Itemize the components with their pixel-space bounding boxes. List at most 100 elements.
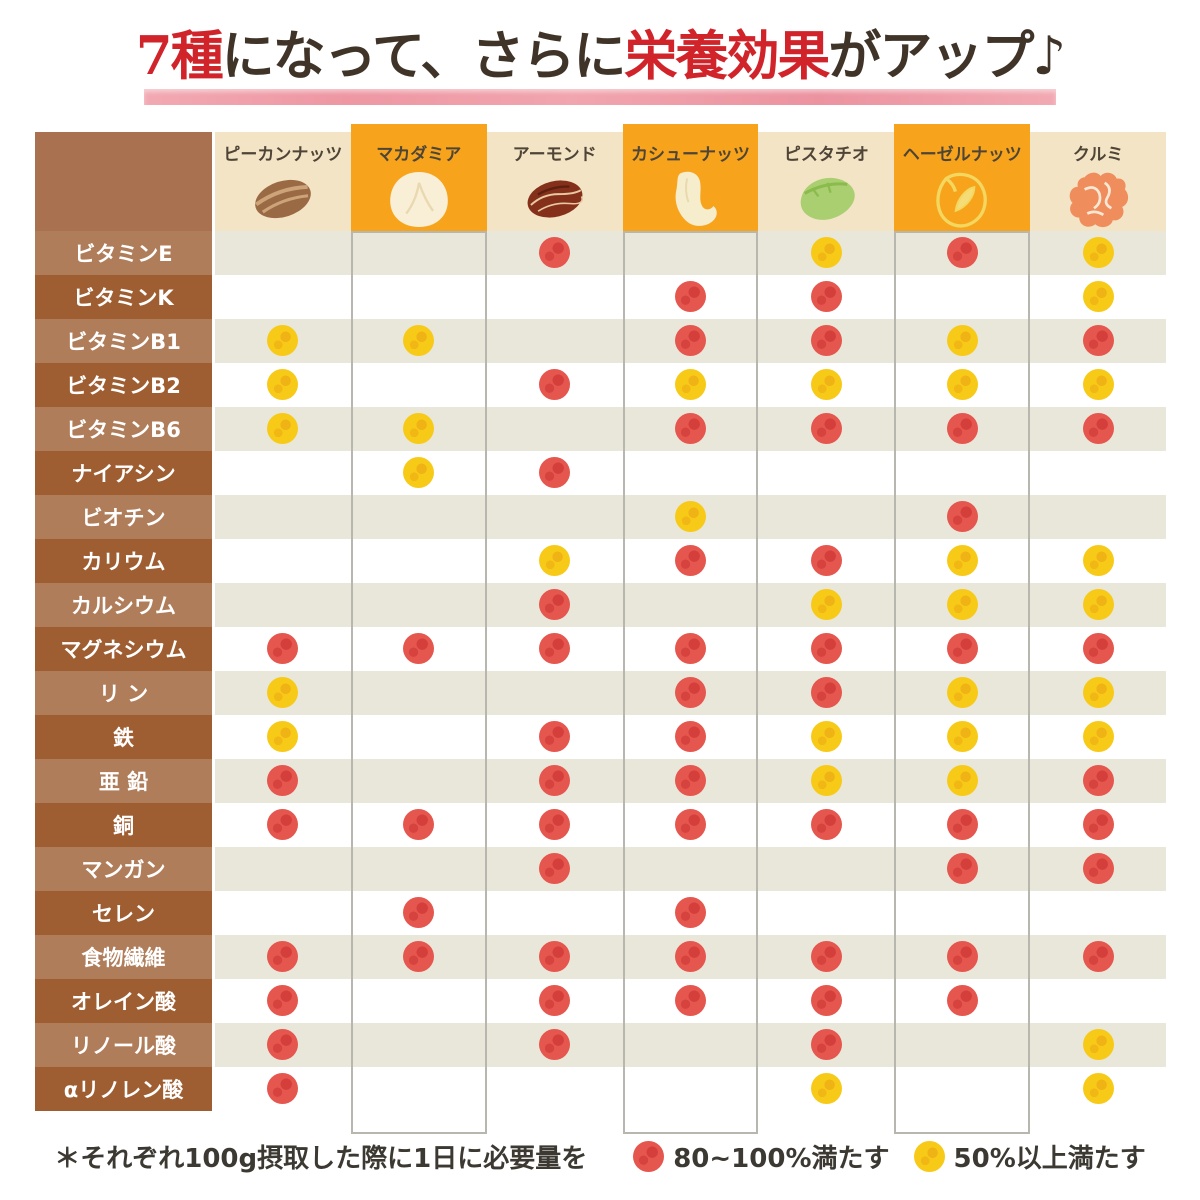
red-dot [267,1073,299,1105]
red-dot [946,941,978,973]
row-cells [215,494,1166,539]
dot-cell-red [894,803,1030,847]
dot-cell-yellow [894,759,1030,803]
row-cells [215,1022,1166,1067]
dot-cell-yellow [1030,275,1166,319]
dot-cell-yellow [758,363,894,407]
red-dot [539,809,571,841]
empty-cell [215,495,351,539]
yellow-dot [403,457,435,489]
dot-cell-red [487,935,623,979]
empty-cell [758,495,894,539]
table-row: ビタミンB2 [35,362,1166,407]
yellow-dot [946,325,978,357]
macadamia-icon [389,171,448,227]
row-cells [215,450,1166,495]
red-dot [539,369,571,401]
empty-cell [215,275,351,319]
yellow-dot [810,589,842,621]
table-row: ビタミンB1 [35,318,1166,363]
nutrient-label: ナイアシン [35,450,212,495]
dot-cell-red [623,979,759,1023]
empty-cell [351,539,487,583]
page-title: 7種になって、さらに栄養効果がアップ♪ [0,26,1200,87]
dot-cell-red [351,627,487,671]
table-row: 銅 [35,802,1166,847]
cashew-icon [675,171,717,226]
dot-cell-red [215,803,351,847]
column-header-walnut: クルミ [1030,131,1167,231]
dot-cell-red [894,627,1030,671]
dot-cell-red [758,979,894,1023]
row-cells [215,318,1166,363]
yellow-dot [946,677,978,709]
nutrient-label: αリノレン酸 [35,1066,212,1111]
nutrient-label: リノール酸 [35,1022,212,1067]
row-cells [215,274,1166,319]
yellow-dot [810,721,842,753]
red-dot [1082,809,1114,841]
empty-cell [215,847,351,891]
legend-item-yellow: 50%以上満たす [913,1138,1146,1175]
legend: ＊それぞれ100g摂取した際に1日に必要量を 80~100%満たす 50%以上満… [0,1138,1200,1175]
dot-cell-red [215,979,351,1023]
column-header-almond: アーモンド [486,131,623,231]
row-cells [215,670,1166,715]
yellow-dot [1082,1073,1114,1105]
legend-label: 80~100%満たす [673,1143,890,1174]
empty-cell [487,891,623,935]
dot-cell-red [623,671,759,715]
yellow-dot [946,589,978,621]
red-dot [810,985,842,1017]
dot-cell-yellow [351,451,487,495]
red-dot [267,809,299,841]
red-dot [675,941,706,973]
yellow-dot [810,1073,842,1105]
dot-cell-red [623,407,759,451]
dot-cell-red [215,935,351,979]
dot-cell-yellow [894,319,1030,363]
dot-cell-yellow [623,495,759,539]
dot-cell-yellow [215,671,351,715]
empty-cell [1030,495,1166,539]
yellow-dot-icon [913,1140,945,1172]
red-dot [403,633,435,665]
dot-cell-yellow [487,539,623,583]
title-segment: 栄養効果 [624,25,830,87]
column-header-cashew: カシューナッツ [622,123,759,231]
empty-cell [758,451,894,495]
empty-cell [623,1067,759,1111]
nutrient-label: 銅 [35,802,212,847]
yellow-dot [810,765,842,797]
red-dot [267,941,299,973]
dot-cell-red [758,671,894,715]
red-dot [946,985,978,1017]
dot-cell-red [215,759,351,803]
dot-cell-yellow [1030,363,1166,407]
empty-cell [351,979,487,1023]
dot-cell-yellow [758,715,894,759]
yellow-dot [810,369,842,401]
column-header-hazelnut: ヘーゼルナッツ [894,123,1031,231]
red-dot [267,985,299,1017]
row-cells [215,934,1166,979]
dot-cell-red [487,1023,623,1067]
empty-cell [351,1023,487,1067]
yellow-dot [267,413,299,445]
table-row: 食物繊維 [35,934,1166,979]
table-row: ビオチン [35,494,1166,539]
red-dot [675,325,706,357]
title-segment: がアップ♪ [828,25,1066,87]
red-dot [810,413,842,445]
title-block: 7種になって、さらに栄養効果がアップ♪ [0,0,1200,105]
empty-cell [351,1067,487,1111]
table-row: セレン [35,890,1166,935]
empty-cell [758,847,894,891]
red-dot [946,809,978,841]
legend-note: ＊それぞれ100g摂取した際に1日に必要量を [54,1143,588,1174]
dot-cell-yellow [215,319,351,363]
red-dot [267,1029,299,1061]
dot-cell-red [623,803,759,847]
yellow-dot [267,721,299,753]
red-dot [267,765,299,797]
